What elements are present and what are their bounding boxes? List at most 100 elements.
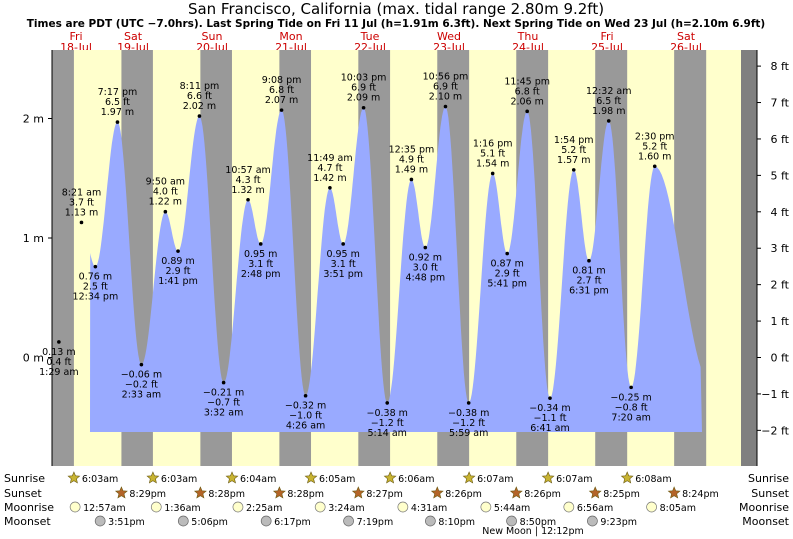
- tide-m-label: −0.32 m: [285, 401, 326, 412]
- row-label-right-sunrise: Sunrise: [748, 472, 789, 485]
- tide-time-label: 6:31 pm: [569, 286, 609, 297]
- day-label-weekday: Sun: [202, 30, 223, 43]
- tide-point: [361, 105, 366, 110]
- sunset-time: 8:25pm: [603, 489, 640, 500]
- tide-time-label: 12:35 pm: [389, 144, 435, 155]
- tide-ft-label: 4.7 ft: [317, 163, 342, 174]
- sunrise-time: 6:05am: [319, 474, 355, 485]
- tide-point: [197, 114, 202, 118]
- tide-point: [490, 171, 495, 176]
- moonrise-icon: [314, 501, 326, 513]
- y-axis-left: 0 m 1 m 2 m: [23, 50, 53, 466]
- tide-point: [571, 168, 576, 172]
- tide-ft-label: 6.5 ft: [596, 96, 621, 107]
- sunset-time: 8:27pm: [366, 489, 403, 500]
- tide-point: [423, 245, 428, 250]
- moonrise-icon: [232, 501, 244, 513]
- moonrise-icon: [563, 501, 575, 513]
- sunrise-icon: [67, 471, 81, 484]
- moonset-time: 8:10pm: [438, 517, 475, 528]
- y-tick-label-right: −1 ft: [761, 388, 789, 401]
- row-label-right-moonset: Moonset: [742, 515, 789, 528]
- tide-ft-label: −1.1 ft: [533, 413, 566, 424]
- tide-m-label: 2.06 m: [510, 96, 543, 107]
- tide-point: [466, 401, 471, 405]
- moonrise-time: 5:44am: [494, 503, 530, 514]
- moonset-time: 3:51pm: [108, 517, 145, 528]
- sunset-icon: [588, 486, 602, 499]
- tide-ft-label: 5.1 ft: [480, 148, 505, 159]
- day-label-weekday: Fri: [600, 30, 613, 43]
- day-label-weekday: Sat: [124, 30, 143, 43]
- sunrise-icon: [541, 471, 555, 484]
- tide-point: [587, 258, 591, 263]
- tide-m-label: −0.38 m: [448, 408, 489, 419]
- tide-m-label: 2.10 m: [429, 92, 462, 103]
- day-label-weekday: Tue: [360, 30, 380, 43]
- tide-m-label: 0.95 m: [244, 249, 277, 260]
- row-label-right-sunset: Sunset: [751, 487, 789, 500]
- tide-point: [246, 197, 250, 202]
- day-label-weekday: Sat: [677, 30, 696, 43]
- sunrise-time: 6:07am: [477, 474, 513, 485]
- y-tick-label-left: 0 m: [23, 352, 44, 365]
- sunrise-icon: [225, 471, 239, 484]
- tide-m-label: −0.34 m: [529, 403, 570, 414]
- sunrise-time: 6:04am: [240, 474, 276, 485]
- moonset-icon: [343, 515, 354, 527]
- tide-point: [606, 119, 611, 123]
- tide-time-label: 3:51 pm: [323, 269, 363, 280]
- tide-ft-label: 2.9 ft: [166, 266, 191, 277]
- tide-m-label: −0.06 m: [121, 370, 162, 381]
- sunset-time: 8:29pm: [129, 489, 166, 500]
- sunrise-time: 6:03am: [161, 474, 197, 485]
- tide-ft-label: −1.2 ft: [371, 418, 404, 429]
- tide-m-label: 1.98 m: [592, 106, 625, 117]
- tide-point: [139, 362, 144, 367]
- chart-subtitle: Times are PDT (UTC −7.0hrs). Last Spring…: [27, 18, 765, 30]
- tide-point: [93, 264, 98, 269]
- tide-m-label: −0.25 m: [610, 392, 651, 403]
- row-label-right-moonrise: Moonrise: [739, 501, 789, 514]
- tide-ft-label: 2.7 ft: [576, 276, 601, 287]
- moonrise-icon: [397, 501, 409, 513]
- sunset-time: 8:28pm: [287, 489, 324, 500]
- tide-annotations: 0.13 m0.4 ft1:29 am 8:21 am3.7 ft1.13 m 0.…: [39, 72, 674, 439]
- tide-area: [90, 106, 702, 432]
- tide-point: [341, 242, 345, 246]
- y-tick-label-right: 2 ft: [771, 279, 790, 292]
- tide-m-label: 0.76 m: [79, 272, 112, 283]
- tide-time-label: 10:56 pm: [423, 72, 469, 83]
- tide-m-label: 0.87 m: [490, 259, 523, 270]
- tide-ft-label: 4.3 ft: [236, 175, 261, 186]
- moonrise-time: 6:56am: [577, 503, 613, 514]
- tide-m-label: 0.81 m: [572, 266, 605, 277]
- sunset-time: 8:24pm: [682, 489, 719, 500]
- tide-time-label: 1:54 pm: [554, 135, 594, 146]
- y-tick-label-right: 5 ft: [771, 169, 790, 182]
- y-tick-label-right: 7 ft: [771, 97, 790, 110]
- tide-point: [115, 120, 120, 124]
- tide-point: [221, 380, 226, 385]
- tide-time-label: 11:45 pm: [504, 76, 550, 87]
- tide-ft-label: −0.7 ft: [207, 398, 240, 409]
- moonset-time: 6:17pm: [274, 517, 311, 528]
- sunrise-icon: [304, 471, 318, 484]
- tide-time-label: 7:17 pm: [98, 87, 138, 98]
- tide-m-label: 2.09 m: [347, 93, 380, 104]
- tide-point: [652, 164, 657, 169]
- moonrise-time: 1:36am: [164, 503, 200, 514]
- tide-time-label: 4:48 pm: [405, 273, 445, 284]
- sunrise-time: 6:03am: [82, 474, 118, 485]
- moonset-time: 5:06pm: [191, 517, 228, 528]
- y-tick-label-right: 8 ft: [771, 60, 790, 73]
- y-tick-label-right: −2 ft: [761, 424, 789, 437]
- moonset-time: 9:23pm: [600, 517, 637, 528]
- y-tick-label-right: 1 ft: [771, 315, 790, 328]
- tide-ft-label: −1.2 ft: [452, 418, 485, 429]
- tide-ft-label: −1.0 ft: [289, 411, 322, 422]
- tide-time-label: 2:48 pm: [241, 269, 281, 280]
- tide-m-label: 0.89 m: [161, 256, 194, 267]
- moonrise-icon: [646, 501, 657, 513]
